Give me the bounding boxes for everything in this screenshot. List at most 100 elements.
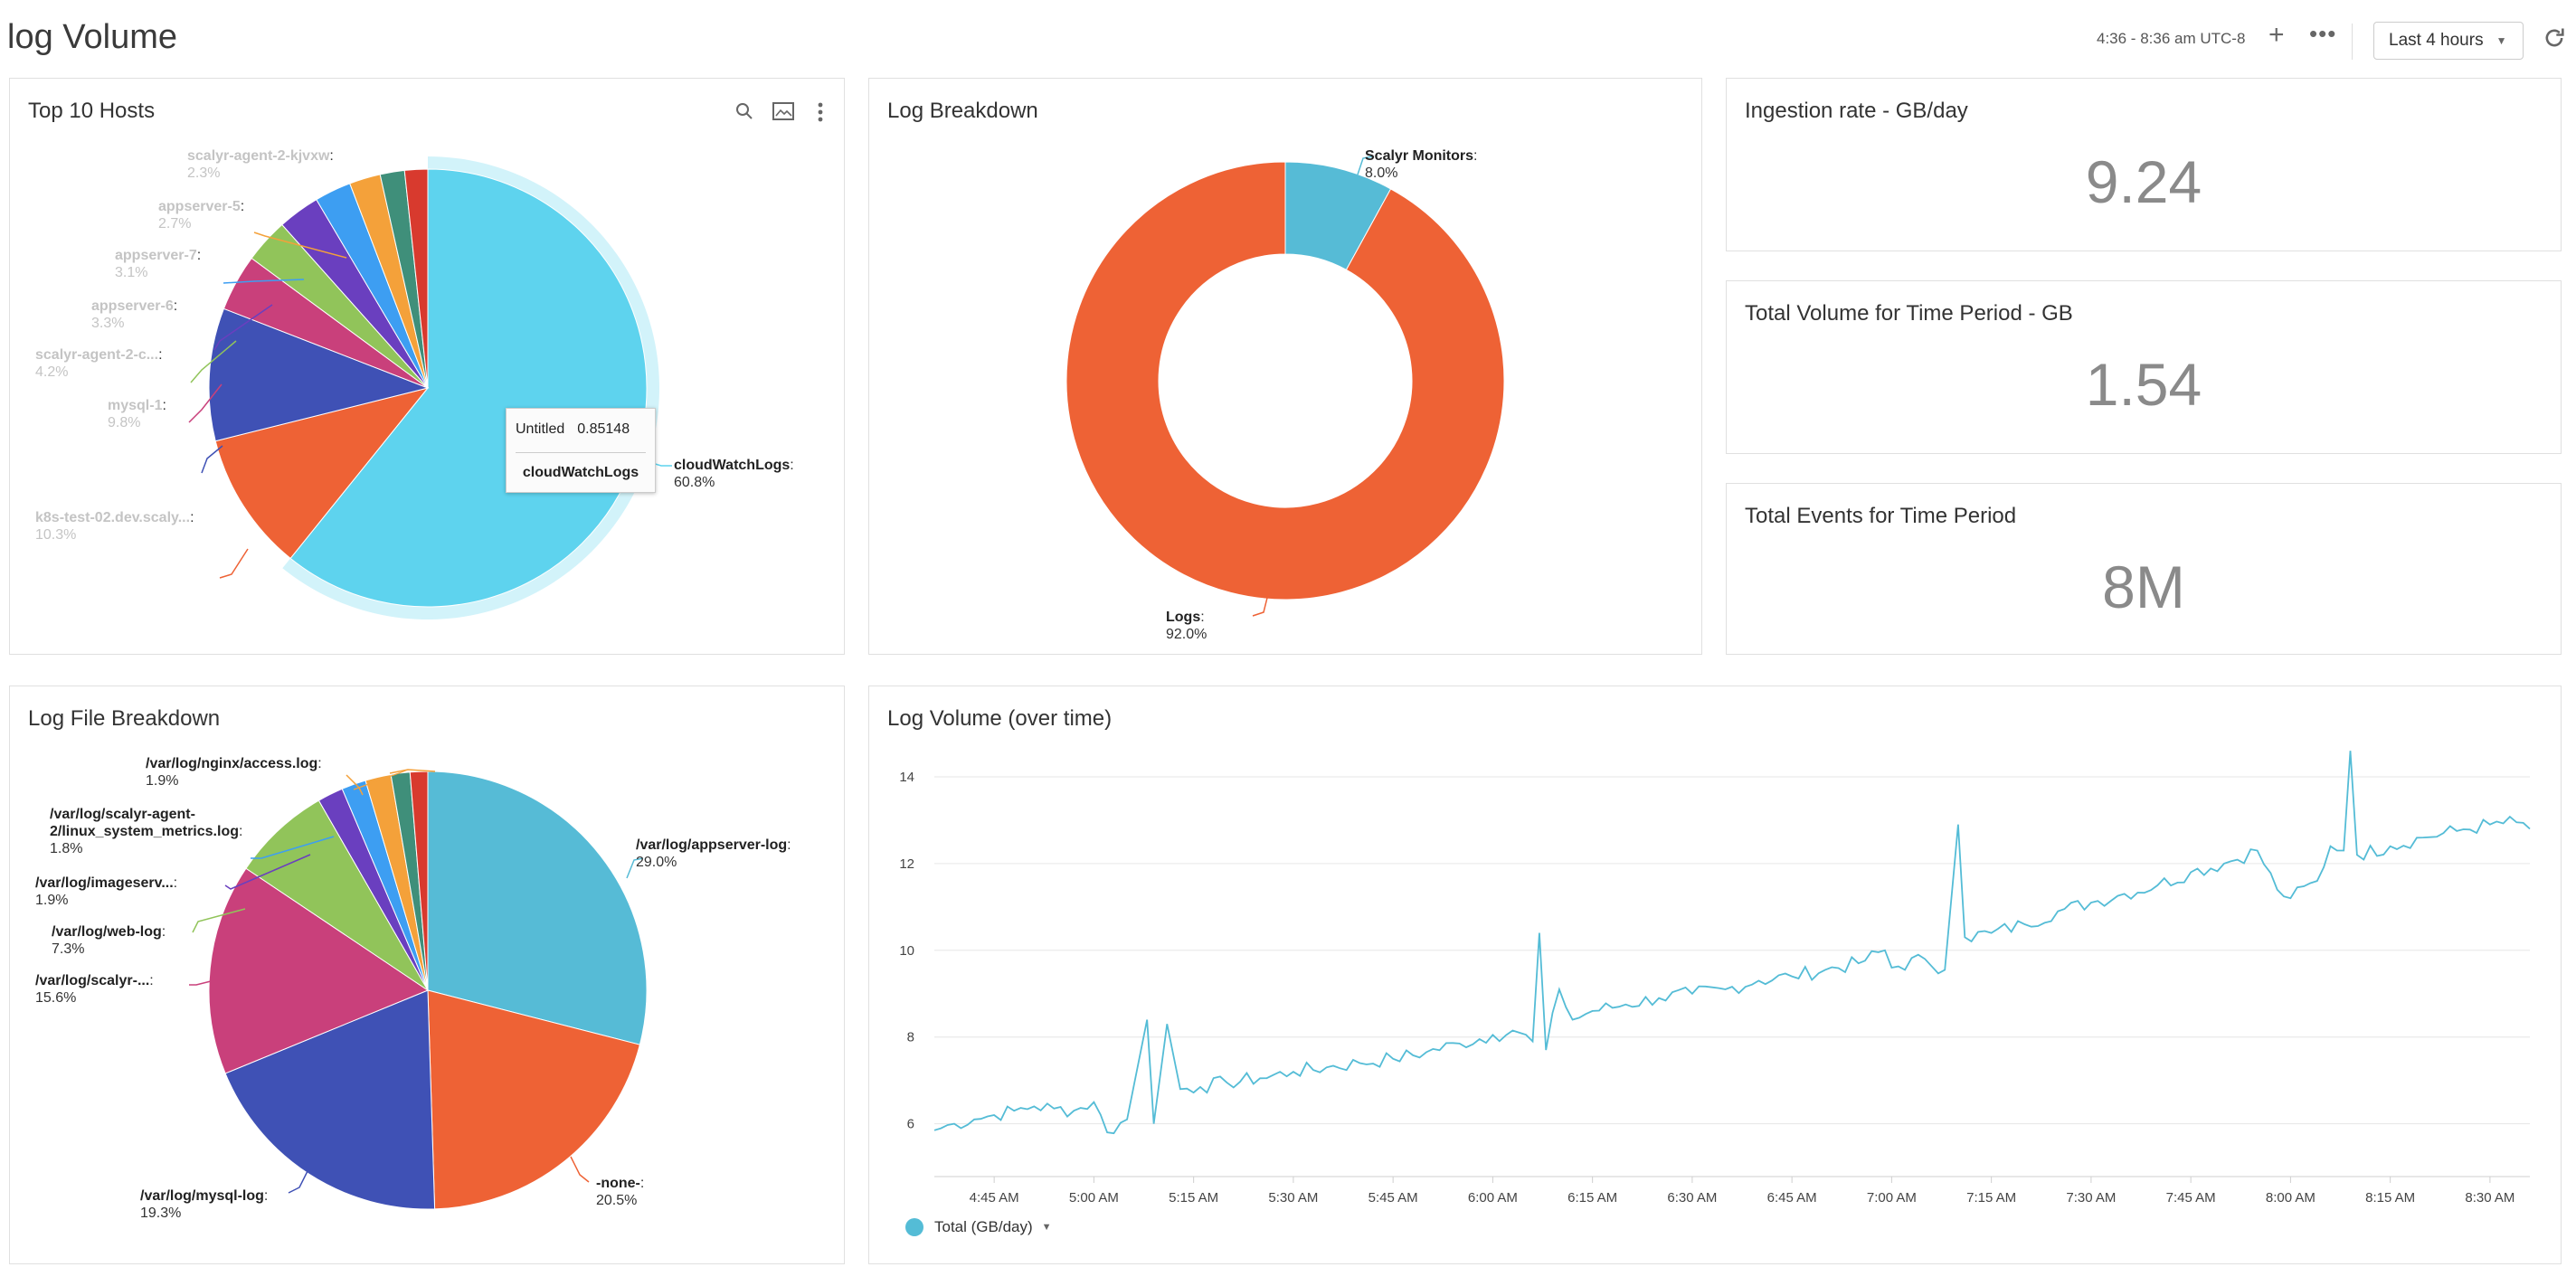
panel-title: Total Volume for Time Period - GB — [1745, 301, 2073, 326]
tooltip-series: Untitled — [516, 421, 565, 437]
pie-leader-line — [192, 908, 246, 933]
pie-slice-var-log-scalyr[interactable] — [208, 867, 430, 1074]
pie-slice-none[interactable] — [427, 989, 641, 1210]
add-icon[interactable]: + — [2268, 20, 2285, 50]
page-title: log Volume — [7, 18, 178, 56]
x-tick-label: 5:15 AM — [1169, 1190, 1218, 1206]
header-divider — [2352, 24, 2353, 60]
pie-leader-line — [213, 304, 273, 351]
panel-log-breakdown: Log Breakdown Scalyr Monitors: 8.0% Logs:… — [868, 78, 1702, 655]
log-file-pie-chart[interactable] — [10, 686, 844, 1263]
pie-label-linux-system-metrics: /var/log/scalyr-agent-2/linux_system_met… — [50, 807, 243, 856]
pie-leader-line — [224, 854, 311, 890]
panel-ingestion-rate: Ingestion rate - GB/day 9.24 — [1726, 78, 2562, 251]
pie-slice-mysql-1[interactable] — [208, 307, 430, 442]
pie-label-imageserv: /var/log/imageserv...: 1.9% — [35, 875, 178, 908]
stat-value: 9.24 — [2085, 148, 2202, 215]
donut-leader-line — [1357, 156, 1373, 175]
panel-title: Total Events for Time Period — [1745, 504, 2017, 528]
pie-leader-line — [251, 836, 335, 859]
y-tick-label: 10 — [899, 943, 914, 959]
tooltip-value: 0.85148 — [577, 421, 630, 437]
x-tick-label: 6:45 AM — [1767, 1190, 1817, 1206]
time-range-dropdown[interactable]: Last 4 hours ▼ — [2373, 22, 2524, 60]
pie-label-appserver-5: appserver-5: 2.7% — [158, 199, 245, 232]
image-icon[interactable] — [772, 100, 795, 122]
x-tick-label: 8:00 AM — [2266, 1190, 2316, 1206]
donut-leader-line — [1252, 597, 1268, 617]
pie-slice-var-log-appserver-log[interactable] — [427, 771, 648, 1045]
x-tick-label: 6:30 AM — [1667, 1190, 1717, 1206]
pie-leader-line — [188, 383, 223, 423]
more-horizontal-icon[interactable]: ••• — [2309, 20, 2337, 47]
x-tick-label: 7:30 AM — [2066, 1190, 2116, 1206]
stat-value: 1.54 — [2085, 351, 2202, 418]
time-range-dropdown-label: Last 4 hours — [2389, 31, 2484, 50]
pie-label-nginx-access: /var/log/nginx/access.log: 1.9% — [146, 756, 322, 789]
panel-top-hosts: Top 10 Hosts cloudWatchLogs: 60.8% k8s-te… — [9, 78, 845, 655]
x-tick-label: 8:30 AM — [2465, 1190, 2514, 1206]
more-vertical-icon[interactable] — [815, 100, 826, 124]
donut-label-logs: Logs: 92.0% — [1166, 610, 1208, 642]
panel-log-volume-over-time: Log Volume (over time) 6 8 10 12 14 4:45 AM 5:… — [868, 686, 2562, 1264]
pie-leader-line — [353, 769, 409, 790]
x-tick-label: 7:45 AM — [2166, 1190, 2216, 1206]
pie-label-scalyr-agent-kjvxw: scalyr-agent-2-kjvxw: 2.3% — [187, 148, 334, 181]
legend-label: Total (GB/day) — [934, 1218, 1033, 1235]
chart-legend[interactable]: Total (GB/day) ▼ — [905, 1218, 1052, 1236]
pie-slice-slice-10[interactable] — [403, 168, 429, 389]
pie-leader-line — [223, 279, 305, 284]
panel-title: Top 10 Hosts — [28, 99, 156, 123]
donut-label-scalyr-monitors: Scalyr Monitors: 8.0% — [1365, 148, 1478, 181]
x-tick-label: 4:45 AM — [970, 1190, 1019, 1206]
pie-leader-line — [219, 548, 249, 579]
panel-total-volume: Total Volume for Time Period - GB 1.54 — [1726, 280, 2562, 454]
pie-label-cloudwatchlogs: cloudWatchLogs: 60.8% — [674, 458, 794, 490]
pie-slice-var-log-mysql-log[interactable] — [224, 989, 436, 1210]
pie-leader-line — [253, 232, 347, 259]
y-tick-label: 12 — [899, 856, 914, 872]
log-volume-line-chart[interactable]: 6 8 10 12 14 4:45 AM 5:00 AM 5:15 AM 5:30 AM 5:45… — [869, 686, 2561, 1211]
pie-label-mysql-1: mysql-1: 9.8% — [108, 398, 166, 430]
pie-label-web-log: /var/log/web-log: 7.3% — [52, 924, 166, 957]
chart-tooltip: Untitled 0.85148 cloudWatchLogs — [506, 408, 656, 493]
pie-label-scalyr-log: /var/log/scalyr-...: 15.6% — [35, 973, 154, 1006]
pie-label-mysql-log: /var/log/mysql-log: 19.3% — [140, 1188, 269, 1221]
search-icon[interactable] — [734, 100, 755, 122]
pie-leader-line — [190, 340, 237, 383]
x-tick-label: 6:15 AM — [1567, 1190, 1617, 1206]
y-tick-label: 6 — [907, 1117, 914, 1132]
line-series-total[interactable] — [933, 751, 2531, 1135]
stat-value: 8M — [2102, 553, 2185, 620]
panel-title: Log Breakdown — [887, 99, 1038, 123]
panel-title: Log File Breakdown — [28, 706, 221, 731]
top-hosts-pie-chart[interactable] — [10, 79, 844, 654]
pie-label-appserver-7: appserver-7: 3.1% — [115, 248, 202, 280]
panel-title: Ingestion rate - GB/day — [1745, 99, 1968, 123]
x-tick-label: 5:00 AM — [1069, 1190, 1119, 1206]
pie-leader-line — [189, 980, 212, 986]
x-tick-label: 5:30 AM — [1268, 1190, 1318, 1206]
tooltip-label: cloudWatchLogs — [522, 465, 639, 480]
pie-slice-logs[interactable] — [1065, 161, 1505, 600]
y-tick-label: 8 — [907, 1030, 914, 1045]
time-range-label: 4:36 - 8:36 am UTC-8 — [2097, 30, 2246, 47]
pie-leader-line — [201, 445, 223, 474]
x-tick-label: 7:15 AM — [1966, 1190, 2016, 1206]
panel-title: Log Volume (over time) — [887, 706, 1113, 731]
log-breakdown-donut-chart[interactable] — [869, 79, 1701, 654]
x-tick-label: 7:00 AM — [1867, 1190, 1917, 1206]
pie-label-scalyr-agent-c: scalyr-agent-2-c...: 4.2% — [35, 347, 163, 380]
x-tick-label: 8:15 AM — [2365, 1190, 2415, 1206]
pie-slice-var-log-web-log[interactable] — [245, 799, 429, 991]
pie-label-none: -none-: 20.5% — [596, 1176, 645, 1208]
pie-leader-line — [288, 1168, 309, 1194]
pie-label-appserver-log: /var/log/appserver-log: 29.0% — [636, 837, 791, 870]
y-tick-label: 14 — [899, 770, 914, 785]
chevron-down-icon: ▼ — [1041, 1222, 1052, 1233]
x-tick-label: 6:00 AM — [1468, 1190, 1518, 1206]
pie-leader-line — [570, 1156, 590, 1183]
legend-swatch — [905, 1218, 923, 1236]
refresh-icon[interactable] — [2542, 25, 2567, 51]
pie-leader-line — [626, 857, 644, 879]
